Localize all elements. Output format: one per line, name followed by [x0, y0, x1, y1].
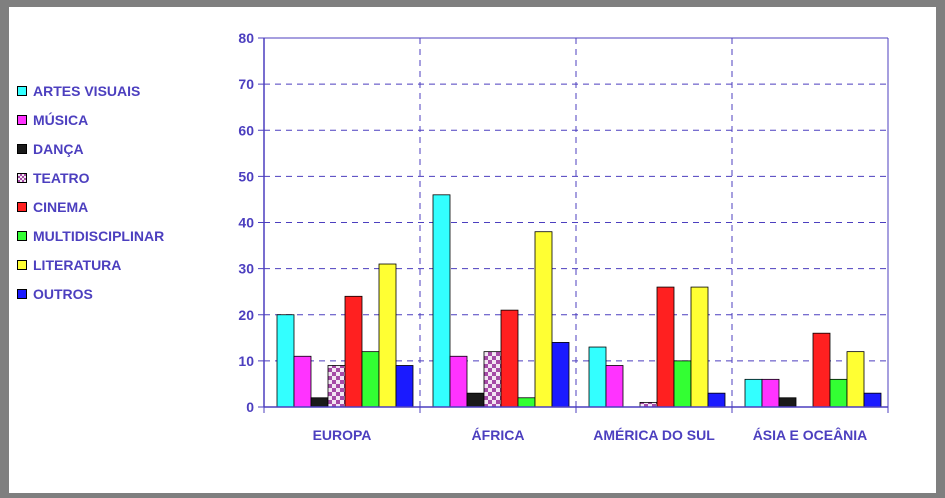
- bar: [500, 309, 519, 408]
- bar: [449, 355, 468, 408]
- legend-swatch-musica: [17, 115, 27, 125]
- legend-label-teatro: TEATRO: [33, 170, 90, 186]
- x-tick-label: ÁSIA E OCEÂNIA: [753, 426, 868, 443]
- bar: [707, 392, 726, 408]
- bar: [378, 263, 397, 408]
- bar: [344, 295, 363, 408]
- bar: [761, 378, 780, 408]
- bar: [395, 365, 414, 408]
- bar: [829, 378, 848, 408]
- legend-label-artes-visuais: ARTES VISUAIS: [33, 83, 141, 99]
- legend-item-teatro: TEATRO: [17, 167, 90, 189]
- bar: [466, 392, 485, 408]
- bar: [588, 346, 607, 408]
- y-tick-label: 60: [238, 122, 254, 138]
- bar: [744, 378, 763, 408]
- legend-item-multidisciplinar: MULTIDISCIPLINAR: [17, 225, 164, 247]
- legend-item-danca: DANÇA: [17, 138, 84, 160]
- legend-label-cinema: CINEMA: [33, 199, 89, 215]
- legend-swatch-cinema: [17, 202, 27, 212]
- y-tick-label: 80: [238, 30, 254, 46]
- x-tick-label: ÁFRICA: [472, 427, 525, 443]
- legend-item-musica: MÚSICA: [17, 109, 88, 131]
- bar: [517, 397, 536, 408]
- bar: [656, 286, 675, 408]
- x-tick-label: EUROPA: [313, 427, 372, 443]
- bar: [293, 355, 312, 408]
- legend-item-outros: OUTROS: [17, 283, 93, 305]
- y-tick-label: 30: [238, 261, 254, 277]
- legend-swatch-literatura: [17, 260, 27, 270]
- bar: [276, 314, 295, 408]
- bar: [673, 360, 692, 408]
- legend-item-artes-visuais: ARTES VISUAIS: [17, 80, 140, 102]
- y-tick-label: 50: [238, 168, 254, 184]
- legend-item-cinema: CINEMA: [17, 196, 88, 218]
- legend-label-danca: DANÇA: [33, 141, 84, 157]
- axes: [258, 37, 889, 413]
- bar: [863, 392, 882, 408]
- legend-swatch-outros: [17, 289, 27, 299]
- y-tick-label: 20: [238, 307, 254, 323]
- bar: [812, 332, 831, 408]
- bar: [483, 351, 502, 408]
- bar: [690, 286, 709, 408]
- bar: [534, 231, 553, 408]
- bar: [327, 365, 346, 408]
- bar: [846, 351, 865, 408]
- legend-label-musica: MÚSICA: [33, 112, 89, 128]
- bar: [605, 365, 624, 408]
- bar: [551, 342, 570, 408]
- legend-label-multidisciplinar: MULTIDISCIPLINAR: [33, 228, 165, 244]
- axis-labels: 0 10 20 30 40 50 60 70 80 EUROPA ÁFRICA AMÉRICA DO …: [238, 30, 867, 443]
- legend-swatch-multidisciplinar: [17, 231, 27, 241]
- legend-label-outros: OUTROS: [33, 286, 93, 302]
- bar: [310, 397, 329, 408]
- legend-swatch-artes-visuais: [17, 86, 27, 96]
- legend-swatch-danca: [17, 144, 27, 154]
- bar: [361, 351, 380, 408]
- legend-swatch-teatro: [17, 173, 27, 183]
- y-tick-label: 0: [246, 399, 254, 415]
- bars: [276, 194, 882, 408]
- legend-item-literatura: LITERATURA: [17, 254, 121, 276]
- bar: [778, 397, 797, 408]
- bar: [432, 194, 451, 408]
- y-tick-label: 40: [238, 215, 254, 231]
- legend-label-literatura: LITERATURA: [33, 257, 122, 273]
- y-tick-label: 70: [238, 76, 254, 92]
- y-tick-label: 10: [238, 353, 254, 369]
- x-tick-label: AMÉRICA DO SUL: [593, 427, 715, 443]
